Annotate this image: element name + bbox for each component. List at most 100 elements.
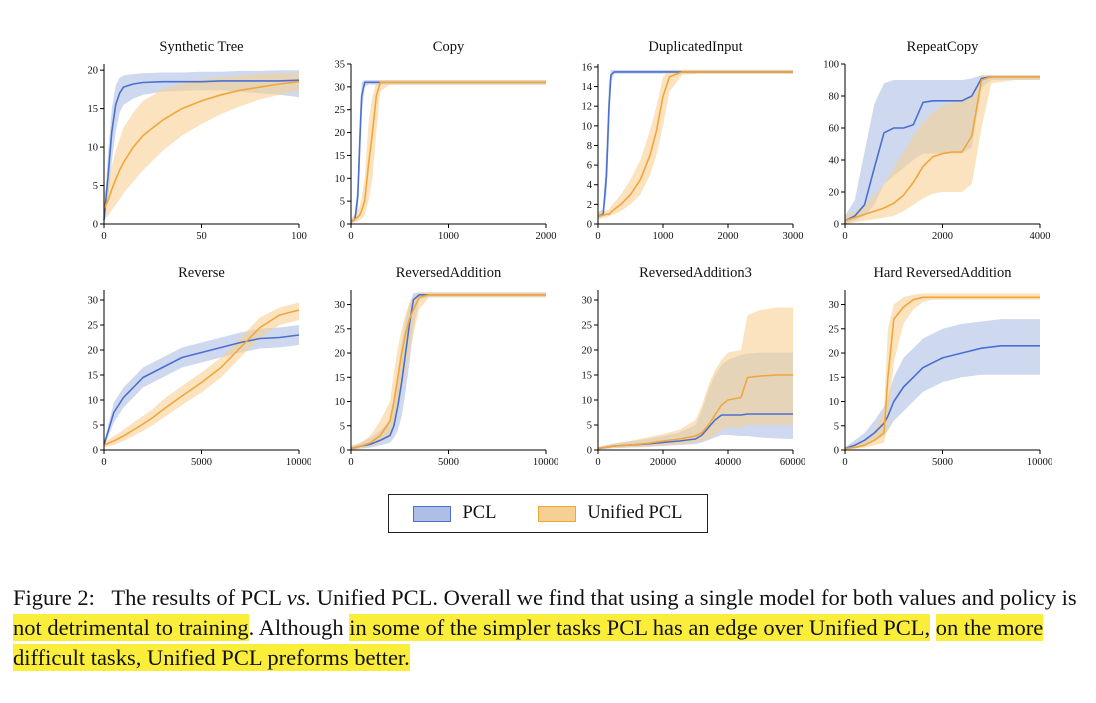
y-tick-label: 0: [587, 220, 592, 231]
unified-line: [844, 296, 1040, 450]
legend-box: PCL Unified PCL: [388, 494, 708, 533]
figure-caption: Figure 2: The results of PCL vs. Unified…: [13, 583, 1082, 673]
y-tick-label: 8: [587, 141, 592, 152]
chart-reversed-addition: ReversedAddition 0 5000 10000 0 5 10 15 20 25 30: [335, 265, 559, 468]
unified-swatch: [538, 505, 577, 522]
unified-band: [351, 292, 546, 450]
y-tick-label: 10: [582, 121, 593, 132]
y-tick-label: 0: [587, 446, 592, 457]
chart-hard-reversed-addition: Hard ReversedAddition 0 5000 10000 0 5 10 15 20 2…: [829, 265, 1053, 468]
x-tick-label: 2000: [932, 231, 953, 242]
x-tick-label: 40000: [715, 457, 741, 468]
pcl-band: [845, 319, 1040, 450]
pcl-swatch: [413, 505, 452, 522]
y-tick-label: 16: [582, 62, 593, 73]
y-tick-label: 20: [88, 66, 99, 77]
x-tick-label: 4000: [1030, 231, 1051, 242]
legend: PCL Unified PCL: [0, 494, 1096, 533]
caption-text: . Although: [248, 615, 350, 641]
y-tick-label: 20: [582, 346, 593, 357]
chart-title: Reverse: [178, 265, 225, 281]
legend-item-pcl: PCL: [413, 503, 496, 524]
unified-band: [351, 80, 546, 224]
x-tick-label: 0: [595, 231, 600, 242]
x-tick-label: 0: [348, 457, 353, 468]
unified-line: [103, 309, 300, 446]
y-tick-label: 5: [93, 181, 98, 192]
unified-band: [104, 302, 299, 448]
y-tick-label: 30: [829, 300, 840, 311]
chart-title: Hard ReversedAddition: [873, 265, 1012, 281]
unified-line: [103, 80, 300, 209]
chart-title: Synthetic Tree: [159, 39, 243, 55]
y-tick-label: 5: [93, 421, 98, 432]
y-tick-label: 60: [829, 124, 840, 135]
pcl-line: [844, 345, 1040, 450]
x-tick-label: 3000: [783, 231, 804, 242]
y-tick-label: 6: [587, 161, 592, 172]
y-tick-label: 10: [829, 397, 840, 408]
chart-duplicated-input: DuplicatedInput 0 1000 2000 3000 0 2 4 6 8 10 12 14 1…: [582, 39, 804, 242]
y-tick-label: 20: [335, 128, 346, 139]
y-tick-label: 4: [587, 180, 593, 191]
y-tick-label: 20: [829, 349, 840, 360]
chart-title: Copy: [433, 39, 465, 55]
y-tick-label: 0: [834, 220, 839, 231]
y-tick-label: 80: [829, 92, 840, 103]
x-tick-label: 10000: [286, 457, 311, 468]
y-tick-label: 10: [582, 396, 593, 407]
y-tick-label: 10: [335, 174, 346, 185]
chart-title: DuplicatedInput: [648, 39, 742, 55]
chart-reverse: Reverse 0 5000 10000 0 5 10 15 20 25 30: [88, 265, 312, 468]
y-tick-label: 25: [335, 324, 346, 335]
y-tick-label: 0: [93, 446, 98, 457]
legend-item-unified: Unified PCL: [538, 503, 683, 524]
y-tick-label: 20: [88, 346, 99, 357]
caption-text: Figure 2:: [13, 585, 112, 610]
x-tick-label: 5000: [438, 457, 459, 468]
y-tick-label: 5: [340, 197, 345, 208]
unified-line: [597, 71, 793, 217]
chart-title: RepeatCopy: [907, 39, 979, 55]
x-tick-label: 0: [842, 231, 847, 242]
caption-highlight: in some of the simpler tasks PCL has an …: [349, 614, 931, 642]
unified-band: [598, 69, 793, 220]
pcl-line: [350, 81, 546, 223]
y-tick-label: 25: [335, 105, 346, 116]
y-tick-label: 12: [582, 102, 593, 113]
y-tick-label: 15: [88, 104, 99, 115]
x-tick-label: 0: [842, 457, 847, 468]
pcl-line: [844, 76, 1040, 222]
y-tick-label: 30: [88, 296, 99, 307]
unified-band: [104, 72, 299, 221]
unified-band: [845, 293, 1040, 450]
y-tick-label: 25: [582, 321, 593, 332]
y-tick-label: 100: [823, 60, 839, 71]
y-tick-label: 25: [88, 321, 99, 332]
y-tick-label: 20: [335, 349, 346, 360]
chart-title: ReversedAddition: [396, 265, 502, 281]
pcl-line: [103, 334, 300, 446]
y-tick-label: 30: [335, 82, 346, 93]
x-tick-label: 5000: [191, 457, 212, 468]
x-tick-label: 2000: [536, 231, 557, 242]
y-tick-label: 5: [340, 421, 345, 432]
y-tick-label: 15: [335, 151, 346, 162]
legend-label: Unified PCL: [587, 503, 683, 523]
y-tick-label: 40: [829, 156, 840, 167]
y-tick-label: 25: [829, 324, 840, 335]
x-tick-label: 100: [291, 231, 307, 242]
y-tick-label: 14: [582, 82, 593, 93]
x-tick-label: 0: [348, 231, 353, 242]
y-tick-label: 0: [834, 446, 839, 457]
y-tick-label: 5: [834, 421, 839, 432]
unified-line: [597, 374, 793, 450]
chart-copy: Copy 0 1000 2000 0 5 10 15 20 25 30 35: [335, 39, 557, 242]
pcl-band: [351, 80, 546, 224]
x-tick-label: 20000: [650, 457, 676, 468]
caption-text: The results of PCL: [111, 585, 287, 610]
caption-highlight: not detrimental to training: [13, 614, 249, 642]
x-tick-label: 0: [101, 231, 106, 242]
chart-reversed-addition3: ReversedAddition3 0 20000 40000 60000 0 5 10 15 2…: [582, 265, 806, 468]
caption-text: Unified PCL. Overall we find that using …: [311, 585, 1077, 610]
